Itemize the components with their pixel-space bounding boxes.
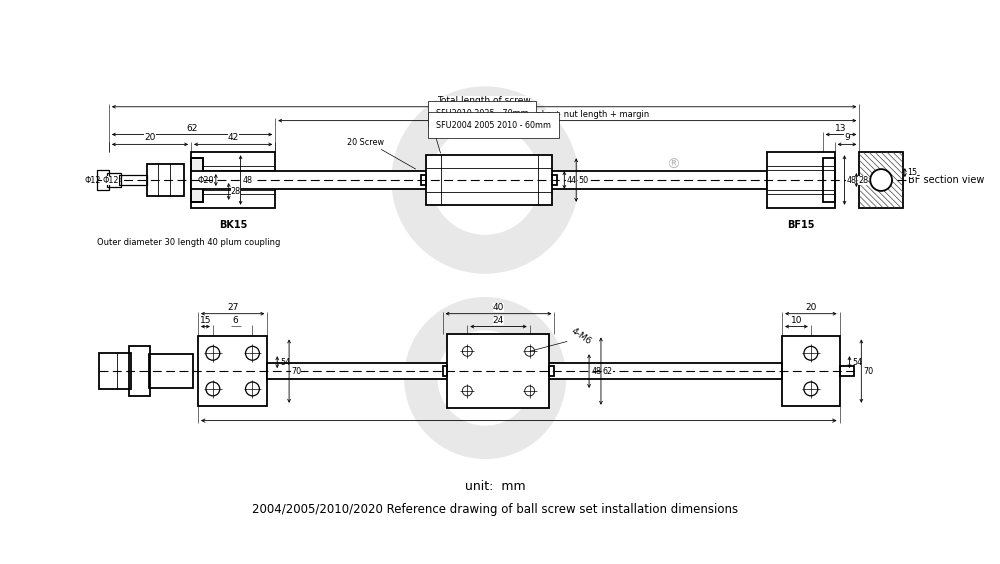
Bar: [552, 175, 557, 185]
Bar: [191, 171, 767, 189]
Text: BF15: BF15: [787, 219, 815, 230]
Text: BK15: BK15: [219, 219, 247, 230]
Bar: [421, 175, 426, 185]
Text: 24: 24: [493, 316, 504, 324]
Text: 48: 48: [846, 175, 856, 184]
Bar: [426, 155, 552, 205]
Text: 62: 62: [186, 124, 198, 133]
Text: 13: 13: [835, 124, 847, 133]
Bar: [447, 334, 549, 408]
Text: 4-M6: 4-M6: [569, 327, 593, 346]
Text: 20: 20: [805, 303, 817, 312]
Bar: [267, 363, 782, 379]
Bar: [549, 366, 554, 376]
Text: SFU2004 2005 2010 - 60mm: SFU2004 2005 2010 - 60mm: [436, 121, 551, 130]
Text: 15: 15: [907, 168, 917, 177]
Bar: [99, 353, 131, 389]
Text: 27: 27: [227, 303, 238, 312]
Text: 48: 48: [243, 175, 253, 184]
Text: 10: 10: [791, 316, 802, 324]
Text: 44: 44: [566, 175, 576, 184]
Bar: [147, 164, 184, 196]
Bar: [859, 152, 903, 208]
Text: 28: 28: [858, 175, 868, 184]
Bar: [97, 170, 109, 190]
Bar: [149, 354, 193, 388]
Bar: [198, 337, 267, 406]
Text: 40: 40: [493, 303, 504, 312]
Bar: [107, 173, 121, 187]
Bar: [840, 366, 854, 376]
Text: 62: 62: [603, 367, 613, 376]
Text: Effective stroke + nut length + margin: Effective stroke + nut length + margin: [486, 109, 649, 118]
Text: 54: 54: [280, 358, 290, 367]
Text: 20 Screw: 20 Screw: [347, 138, 384, 147]
Bar: [119, 175, 147, 185]
Text: 2004/2005/2010/2020 Reference drawing of ball screw set installation dimensions: 2004/2005/2010/2020 Reference drawing of…: [252, 503, 738, 516]
Text: SFU2010 2025 - 70mm: SFU2010 2025 - 70mm: [436, 109, 528, 118]
Bar: [191, 158, 203, 202]
Bar: [129, 346, 150, 396]
Text: 54: 54: [852, 358, 863, 367]
Text: 28: 28: [231, 187, 241, 196]
Text: unit:  mm: unit: mm: [465, 481, 525, 494]
Bar: [191, 152, 275, 208]
Text: Φ12: Φ12: [84, 175, 101, 184]
Text: Φ20: Φ20: [197, 175, 214, 184]
Bar: [443, 366, 447, 376]
Bar: [767, 152, 835, 208]
Bar: [191, 158, 203, 202]
Text: 48: 48: [592, 367, 602, 376]
Text: 70: 70: [863, 367, 873, 376]
Text: ®: ®: [666, 158, 680, 172]
Text: 15: 15: [200, 316, 211, 324]
Text: 70: 70: [291, 367, 301, 376]
Text: 9: 9: [844, 134, 850, 142]
Text: 42: 42: [228, 134, 239, 142]
Bar: [782, 337, 840, 406]
Text: 50: 50: [578, 175, 588, 184]
Text: Total length of screw: Total length of screw: [437, 96, 531, 105]
Text: 20: 20: [144, 134, 156, 142]
Text: 旋力智控: 旋力智控: [452, 166, 518, 194]
Bar: [823, 158, 835, 202]
Text: Φ12: Φ12: [102, 175, 119, 184]
Text: 6: 6: [233, 316, 239, 324]
Text: BF section view: BF section view: [908, 175, 984, 185]
Text: 旋力智控: 旋力智控: [458, 368, 512, 388]
Text: ®: ®: [667, 362, 679, 374]
Text: Outer diameter 30 length 40 plum coupling: Outer diameter 30 length 40 plum couplin…: [97, 238, 280, 247]
Circle shape: [870, 169, 892, 191]
